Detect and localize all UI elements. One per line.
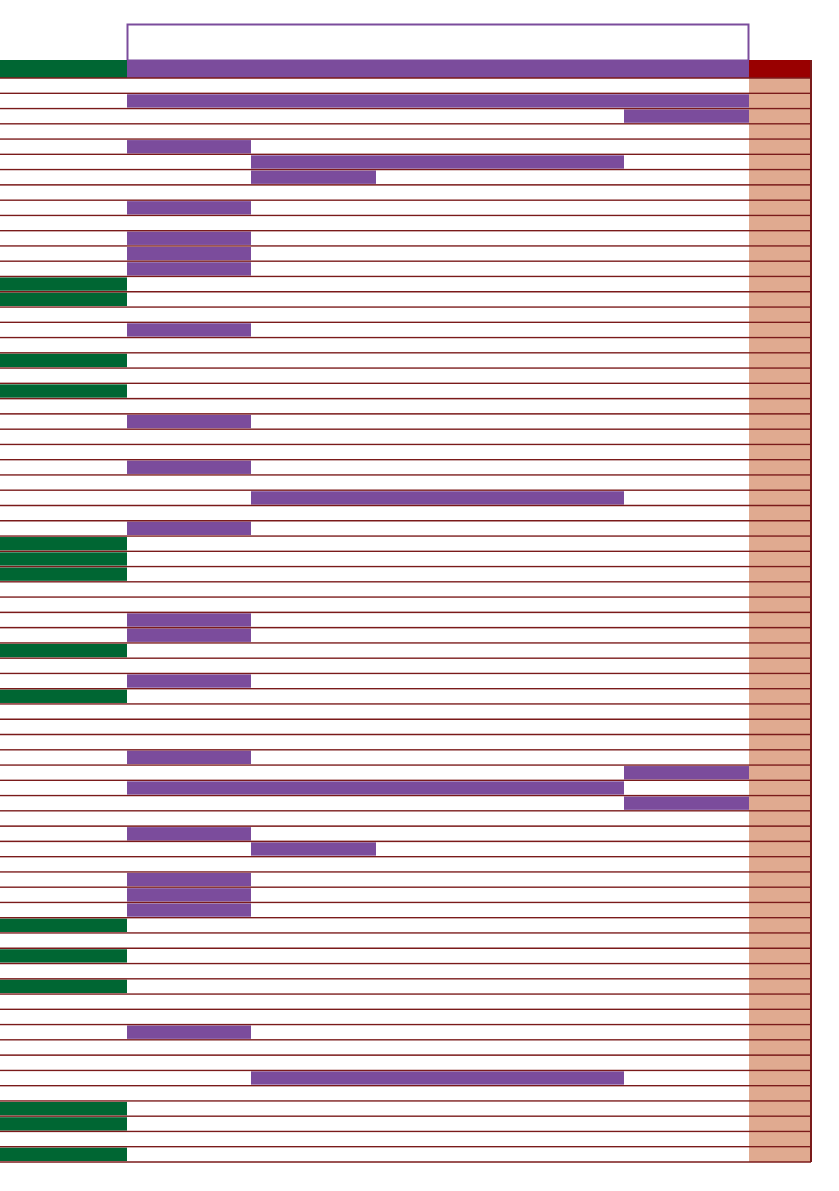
cell-r11-0 — [127, 246, 251, 261]
cell-r70-0 — [0, 1147, 127, 1161]
cell-r47-0 — [624, 796, 749, 810]
cell-r67-0 — [0, 1101, 127, 1116]
cell-r57-0 — [0, 949, 127, 963]
cell-r4-0 — [127, 140, 251, 154]
header-outline-box — [126, 23, 750, 62]
cell-r68-0 — [0, 1117, 127, 1131]
cell-r5-0 — [251, 155, 624, 169]
cell-r65-0 — [251, 1071, 624, 1085]
cell-r39-0 — [127, 674, 251, 688]
cell-r49-0 — [127, 827, 251, 841]
cell-r45-0 — [624, 766, 749, 780]
cell-r18-0 — [0, 353, 127, 368]
cell-r40-0 — [0, 689, 127, 703]
cell-r12-0 — [127, 262, 251, 276]
cell-r36-0 — [127, 628, 251, 642]
cell-r50-0 — [251, 842, 376, 856]
cell-r6-0 — [251, 170, 376, 184]
cell-r62-0 — [127, 1025, 251, 1039]
cell-r30-0 — [0, 537, 127, 551]
cell-r35-0 — [127, 613, 251, 627]
cell-r20-0 — [0, 384, 127, 398]
cell-r1-0 — [127, 94, 749, 108]
cell-r2-0 — [624, 109, 749, 123]
header-cell-0 — [0, 60, 127, 78]
cell-r25-0 — [127, 460, 251, 474]
cell-r22-0 — [127, 414, 251, 429]
cell-r59-0 — [0, 979, 127, 994]
cell-r31-0 — [0, 552, 127, 566]
cell-r13-0 — [0, 277, 127, 291]
cell-r16-0 — [127, 323, 251, 337]
cell-r54-0 — [127, 903, 251, 917]
cell-r27-0 — [251, 491, 624, 505]
cell-r32-0 — [0, 567, 127, 581]
header-cell-1 — [127, 60, 749, 78]
cell-r44-0 — [127, 750, 251, 765]
header-cell-2 — [749, 60, 811, 78]
cell-r37-0 — [0, 643, 127, 658]
side-column-fill — [749, 78, 811, 1162]
cell-r29-0 — [127, 521, 251, 536]
cell-r8-0 — [127, 201, 251, 215]
cell-r46-0 — [127, 781, 624, 795]
cell-r53-0 — [127, 888, 251, 902]
cell-r10-0 — [127, 231, 251, 245]
cell-r52-0 — [127, 872, 251, 887]
cell-r14-0 — [0, 292, 127, 307]
cell-r55-0 — [0, 918, 127, 932]
